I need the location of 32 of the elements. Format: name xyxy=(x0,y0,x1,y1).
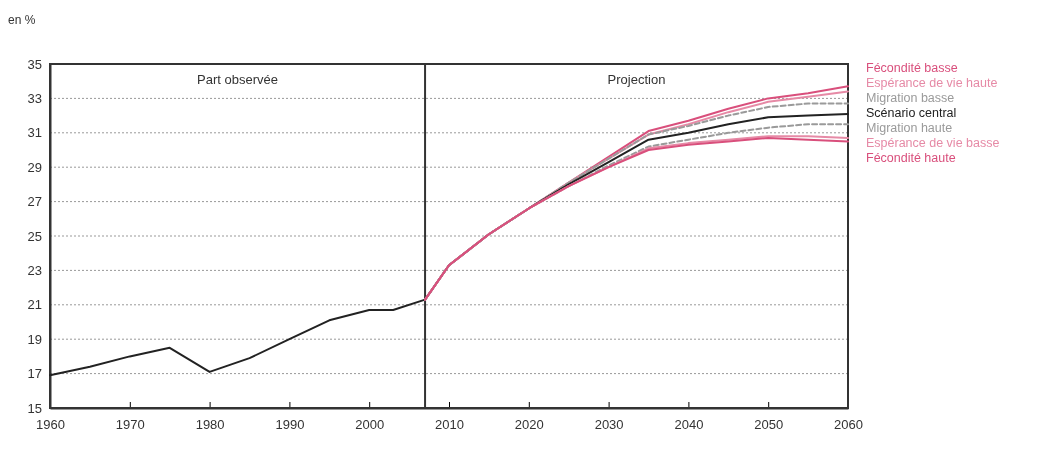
x-tick-label: 2020 xyxy=(514,417,544,433)
y-tick-label: 27 xyxy=(27,194,42,210)
y-tick-label: 15 xyxy=(27,400,42,416)
x-tick-label: 1970 xyxy=(115,417,145,433)
series-label: Fécondité basse xyxy=(866,61,958,75)
x-tick-label: 2060 xyxy=(834,417,863,433)
series-label: Migration haute xyxy=(866,121,953,135)
y-tick-label: 33 xyxy=(27,91,42,107)
y-tick-label: 25 xyxy=(27,228,42,244)
x-tick-label: 2040 xyxy=(674,417,704,433)
series-label: Fécondité haute xyxy=(866,151,956,165)
y-tick-label: 35 xyxy=(27,56,42,72)
y-tick-label: 23 xyxy=(27,263,42,279)
x-tick-label: 1960 xyxy=(36,417,65,433)
x-tick-label: 2030 xyxy=(594,417,624,433)
x-tick-label: 2010 xyxy=(435,417,464,433)
annotation: Projection xyxy=(607,72,666,87)
x-tick-label: 2000 xyxy=(355,417,385,433)
annotation: Part observée xyxy=(197,72,278,87)
y-axis-title: en % xyxy=(8,13,36,27)
y-tick-label: 31 xyxy=(27,125,42,141)
y-tick-label: 21 xyxy=(27,297,42,313)
y-tick-label: 17 xyxy=(27,366,42,382)
x-tick-label: 1980 xyxy=(195,417,225,433)
series-label: Scénario central xyxy=(866,106,957,120)
y-tick-label: 19 xyxy=(27,331,42,347)
series-label: Migration basse xyxy=(866,91,955,105)
y-tick-label: 29 xyxy=(27,159,42,175)
x-tick-label: 2050 xyxy=(754,417,784,433)
series-label: Espérance de vie haute xyxy=(866,76,998,90)
series-label: Espérance de vie basse xyxy=(866,136,1000,150)
x-tick-label: 1990 xyxy=(275,417,305,433)
